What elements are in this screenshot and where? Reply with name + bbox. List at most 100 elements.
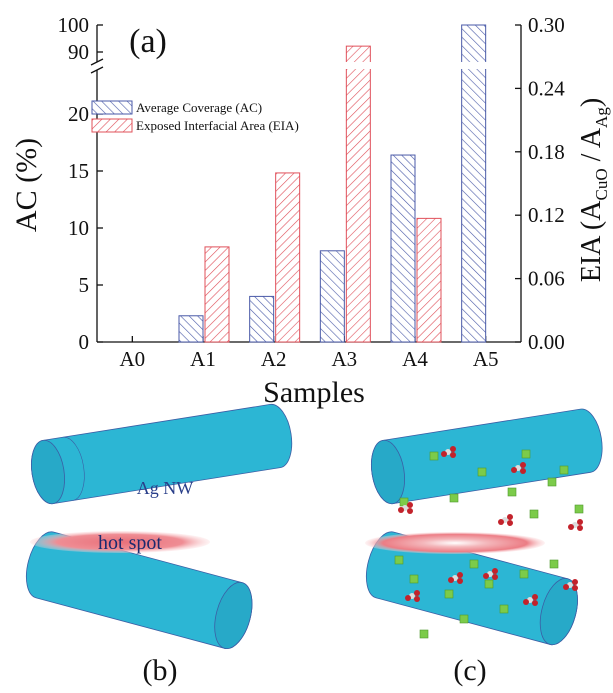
molecule bbox=[563, 584, 569, 590]
molecule bbox=[532, 600, 538, 606]
molecule bbox=[572, 585, 578, 591]
bar bbox=[204, 246, 230, 343]
bar bbox=[461, 24, 487, 343]
diagram-c: (c) bbox=[365, 408, 603, 687]
cuo-particle bbox=[549, 559, 559, 569]
molecule bbox=[523, 599, 529, 605]
nanowire-end bbox=[214, 581, 253, 650]
bar bbox=[416, 217, 442, 343]
nanowire-end bbox=[371, 439, 405, 505]
cuo-particle bbox=[499, 604, 509, 614]
cuo-particle bbox=[444, 589, 454, 599]
cuo-particle bbox=[521, 449, 531, 459]
molecule bbox=[450, 452, 456, 458]
cuo-particle bbox=[469, 559, 479, 569]
molecule bbox=[507, 514, 513, 520]
molecule bbox=[492, 568, 498, 574]
cuo-particle bbox=[477, 467, 487, 477]
y2-tick-label: 0.06 bbox=[528, 267, 565, 291]
molecule bbox=[532, 594, 538, 600]
y2-tick-label: 0.12 bbox=[528, 203, 565, 227]
chart-a: 0 5 10 15 20 90 100 0.00 0.06 0.12 0.18 0.24 0.30 A0 A… bbox=[10, 13, 611, 409]
molecule bbox=[520, 468, 526, 474]
panel-label: (b) bbox=[143, 654, 178, 687]
legend-swatch bbox=[91, 118, 133, 133]
y2-tick-label: 0.00 bbox=[528, 330, 565, 354]
bar bbox=[390, 154, 416, 343]
molecule bbox=[520, 462, 526, 468]
bar bbox=[319, 250, 345, 343]
particles bbox=[394, 446, 584, 639]
molecule bbox=[448, 577, 454, 583]
legend-label: Average Coverage (AC) bbox=[136, 100, 262, 115]
cuo-particle bbox=[399, 497, 409, 507]
cuo-particle bbox=[529, 509, 539, 519]
molecule bbox=[577, 519, 583, 525]
molecule bbox=[498, 519, 504, 525]
cuo-particle bbox=[419, 629, 429, 639]
panel-label: (a) bbox=[129, 23, 167, 60]
cuo-particle bbox=[519, 569, 529, 579]
bar bbox=[345, 45, 371, 343]
y-tick-label: 5 bbox=[79, 273, 90, 297]
legend-label: Exposed Interfacial Area (EIA) bbox=[136, 118, 299, 133]
molecule bbox=[507, 520, 513, 526]
y2-tick-label: 0.24 bbox=[528, 76, 565, 100]
x-tick-label: A5 bbox=[473, 347, 499, 371]
axis-break bbox=[90, 66, 104, 74]
cuo-particle bbox=[574, 504, 584, 514]
cuo-particle bbox=[459, 614, 469, 624]
cuo-particle bbox=[449, 493, 459, 503]
y2-axis-title-part: ) bbox=[576, 98, 607, 107]
molecule bbox=[577, 525, 583, 531]
bar bbox=[178, 315, 204, 343]
x-tick-label: A1 bbox=[190, 347, 216, 371]
molecule bbox=[414, 596, 420, 602]
y2-axis-title-part: CuO bbox=[592, 168, 611, 200]
cuo-particle bbox=[547, 477, 557, 487]
spot-label: hot spot bbox=[98, 532, 162, 554]
hot-spot bbox=[365, 532, 545, 554]
x-axis-title: Samples bbox=[263, 376, 365, 409]
y2-axis-title: EIA (ACuO / AAg) bbox=[576, 98, 611, 282]
bar-break bbox=[460, 62, 487, 69]
y-tick-label: 100 bbox=[58, 13, 90, 37]
molecule bbox=[398, 507, 404, 513]
nanowire-end bbox=[31, 439, 65, 505]
diagram-b: Ag NW hot spot (b) bbox=[26, 403, 293, 687]
molecule bbox=[492, 574, 498, 580]
y2-axis-title-part: Ag bbox=[592, 107, 611, 128]
molecule bbox=[568, 524, 574, 530]
x-tick-label: A0 bbox=[119, 347, 145, 371]
y-axis-title: AC (%) bbox=[10, 138, 43, 232]
axis-break bbox=[90, 58, 104, 66]
molecule bbox=[572, 579, 578, 585]
cuo-particle bbox=[409, 574, 419, 584]
y-tick-label: 0 bbox=[79, 330, 90, 354]
molecule bbox=[407, 502, 413, 508]
bar bbox=[275, 172, 301, 343]
cuo-particle bbox=[484, 579, 494, 589]
bar bbox=[249, 295, 275, 343]
y-tick-label: 90 bbox=[68, 40, 89, 64]
legend-swatch bbox=[91, 100, 133, 115]
cuo-particle bbox=[507, 487, 517, 497]
bar-break bbox=[345, 62, 372, 69]
y-tick-label: 15 bbox=[68, 159, 89, 183]
molecule bbox=[414, 590, 420, 596]
y2-axis-title-part: EIA (A bbox=[576, 200, 607, 282]
panel-label: (c) bbox=[453, 654, 486, 687]
x-tick-label: A3 bbox=[331, 347, 357, 371]
molecule bbox=[457, 578, 463, 584]
cuo-particle bbox=[559, 465, 569, 475]
y-tick-label: 20 bbox=[68, 102, 89, 126]
molecule bbox=[483, 573, 489, 579]
molecule bbox=[407, 508, 413, 514]
cuo-particle bbox=[429, 451, 439, 461]
molecule bbox=[441, 451, 447, 457]
wire-label: Ag NW bbox=[137, 478, 194, 498]
x-tick-label: A2 bbox=[261, 347, 287, 371]
x-tick-label: A4 bbox=[402, 347, 428, 371]
molecule bbox=[457, 572, 463, 578]
